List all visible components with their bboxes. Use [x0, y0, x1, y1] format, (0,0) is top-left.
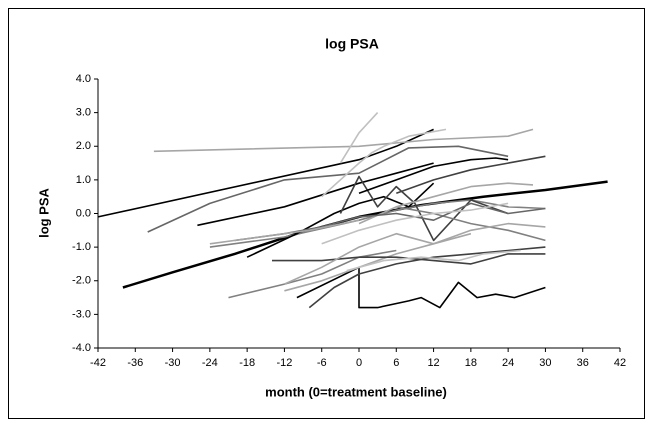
y-tick-label: -4.0 — [72, 342, 91, 354]
y-tick-label: 0.0 — [76, 207, 91, 219]
x-tick-label: -12 — [276, 357, 292, 369]
series-line — [284, 222, 546, 285]
x-tick-label: -30 — [165, 357, 181, 369]
x-axis-title: month (0=treatment baseline) — [265, 384, 447, 399]
series-line — [272, 253, 546, 265]
x-tick-label: -42 — [90, 357, 106, 369]
series-line — [346, 249, 521, 272]
x-tick-label: 42 — [614, 357, 626, 369]
x-tick-label: -36 — [127, 357, 143, 369]
series-line — [153, 128, 534, 153]
series-line — [147, 145, 509, 233]
y-tick-label: 3.0 — [76, 107, 91, 119]
series-line — [358, 182, 534, 225]
y-tick-label: -1.0 — [72, 241, 91, 253]
x-tick-label: 36 — [577, 357, 589, 369]
series-line — [321, 202, 509, 245]
series-line — [228, 249, 397, 299]
y-axis-title: log PSA — [36, 187, 51, 237]
y-tick-label: 1.0 — [76, 174, 91, 186]
y-tick-label: -2.0 — [72, 275, 91, 287]
x-tick-label: 12 — [427, 357, 439, 369]
series-line — [209, 219, 360, 245]
y-tick-label: 4.0 — [76, 73, 91, 85]
series-line — [321, 128, 447, 198]
series-line — [308, 246, 546, 309]
x-tick-label: 6 — [393, 357, 399, 369]
series-line — [396, 206, 546, 242]
series-line — [246, 182, 435, 258]
x-tick-label: 30 — [539, 357, 551, 369]
x-tick-label: 24 — [502, 357, 514, 369]
series-line — [339, 112, 379, 164]
x-tick-label: -24 — [202, 357, 218, 369]
x-tick-label: -18 — [239, 357, 255, 369]
x-tick-label: -6 — [317, 357, 327, 369]
series-line — [197, 162, 434, 227]
y-tick-label: 2.0 — [76, 140, 91, 152]
series-line — [296, 266, 546, 309]
series-line — [358, 157, 509, 195]
series-line — [396, 155, 546, 195]
y-tick-label: -3.0 — [72, 308, 91, 320]
series-line — [97, 128, 434, 218]
x-tick-label: 0 — [356, 357, 362, 369]
chart-title: log PSA — [325, 36, 379, 52]
x-tick-label: 18 — [465, 357, 477, 369]
